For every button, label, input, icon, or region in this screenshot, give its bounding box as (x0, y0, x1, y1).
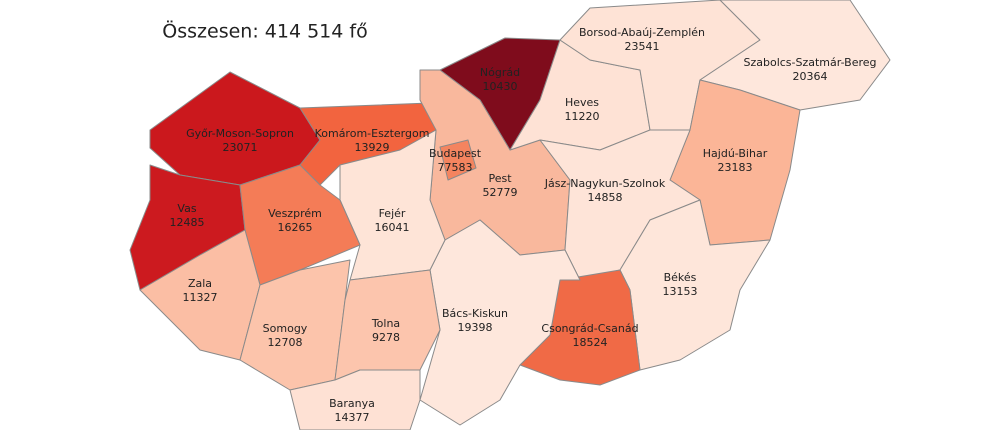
county-name: Somogy (263, 322, 308, 335)
county-name: Pest (488, 172, 512, 185)
county (139, 229, 261, 361)
county-value: 23071 (223, 141, 258, 154)
county-value: 52779 (483, 186, 518, 199)
county-name: Budapest (429, 147, 482, 160)
county-name: Csongrád-Csanád (541, 322, 638, 335)
county-name: Zala (188, 277, 212, 290)
total-label: Összesen: 414 514 fő (162, 20, 367, 43)
county (419, 219, 581, 426)
county-name: Vas (177, 202, 196, 215)
county (289, 369, 421, 430)
county-name: Bács-Kiskun (442, 307, 508, 320)
county-value: 16265 (278, 221, 313, 234)
county-name: Győr-Moson-Sopron (186, 127, 294, 140)
county-value: 23183 (718, 161, 753, 174)
regions (129, 0, 891, 430)
county-name: Nógrád (480, 66, 520, 79)
county-value: 18524 (573, 336, 608, 349)
county-value: 16041 (375, 221, 410, 234)
county-value: 13929 (355, 141, 390, 154)
county-value: 13153 (663, 285, 698, 298)
county-name: Békés (664, 271, 697, 284)
county (439, 139, 477, 181)
county-value: 12708 (268, 336, 303, 349)
county-value: 19398 (458, 321, 493, 334)
county-value: 11220 (565, 110, 600, 123)
county-value: 14858 (588, 191, 623, 204)
county-value: 9278 (372, 331, 400, 344)
county-name: Borsod-Abaúj-Zemplén (579, 26, 705, 39)
county-name: Veszprém (268, 207, 322, 220)
county-name: Fejér (379, 207, 406, 220)
county-name: Heves (565, 96, 599, 109)
county-value: 11327 (183, 291, 218, 304)
county-name: Hajdú-Bihar (703, 147, 768, 160)
county-name: Jász-Nagykun-Szolnok (544, 177, 666, 190)
county-name: Tolna (371, 317, 400, 330)
county-value: 20364 (793, 70, 828, 83)
county-value: 14377 (335, 411, 370, 424)
county-name: Komárom-Esztergom (315, 127, 430, 140)
county-value: 77583 (438, 161, 473, 174)
county-name: Baranya (329, 397, 375, 410)
county-value: 12485 (170, 216, 205, 229)
county-value: 10430 (483, 80, 518, 93)
county-value: 23541 (625, 40, 660, 53)
county-name: Szabolcs-Szatmár-Bereg (743, 56, 876, 69)
